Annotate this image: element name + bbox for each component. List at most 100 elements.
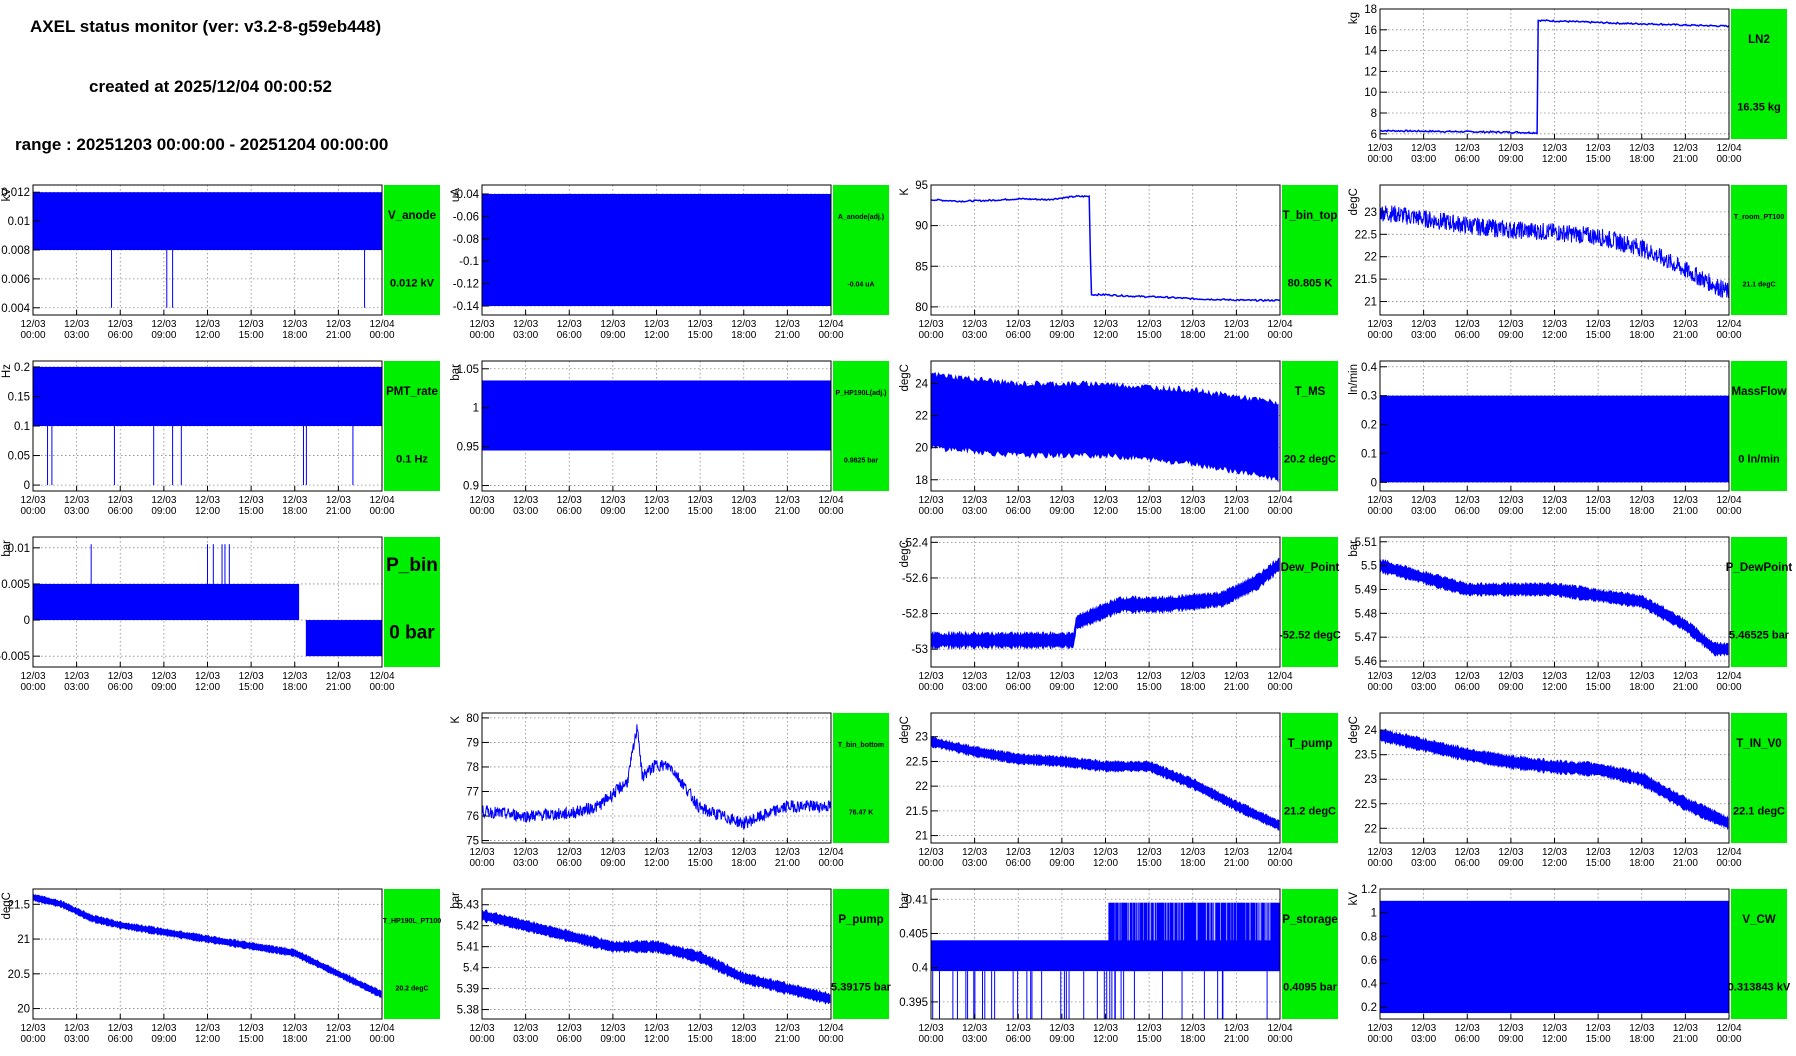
y-axis-label: degC (1348, 188, 1360, 216)
x-tick-label: 21:00 (1673, 682, 1698, 693)
x-tick-label: 12/03 (513, 847, 538, 858)
y-axis-label: degC (1348, 716, 1360, 744)
x-tick-label: 00:00 (369, 682, 394, 693)
x-tick-label: 12/04 (369, 495, 394, 506)
y-axis-label: bar (1348, 540, 1360, 557)
x-tick-label: 12/03 (151, 495, 176, 506)
x-tick-label: 12/03 (688, 847, 713, 858)
chart-svg: 00.10.20.30.4ln/min12/0300:0012/0303:001… (1348, 360, 1787, 517)
y-tick-label: 20.5 (8, 969, 30, 981)
chart-svg: 0.0040.0060.0080.010.012kV12/0300:0012/0… (1, 184, 440, 341)
y-tick-label: 0.2 (14, 362, 30, 374)
x-tick-label: 12/03 (731, 1023, 756, 1034)
x-tick-label: 18:00 (1180, 1034, 1205, 1045)
x-tick-label: 15:00 (1586, 330, 1611, 341)
y-axis-label: bar (899, 892, 911, 909)
y-tick-label: 0.1 (1361, 448, 1377, 460)
x-tick-label: 12/03 (918, 1023, 943, 1034)
status-value: 0.9825 bar (844, 457, 879, 464)
x-tick-label: 12/03 (195, 671, 220, 682)
x-tick-label: 12/03 (1498, 319, 1523, 330)
x-tick-label: 09:00 (1498, 858, 1523, 869)
x-tick-label: 12/04 (818, 319, 843, 330)
x-tick-label: 03:00 (962, 682, 987, 693)
x-tick-label: 00:00 (918, 330, 943, 341)
y-tick-label: 6 (1371, 129, 1377, 141)
x-tick-label: 18:00 (1629, 330, 1654, 341)
x-tick-label: 12/03 (108, 319, 133, 330)
x-tick-label: 03:00 (962, 330, 987, 341)
x-tick-label: 00:00 (1367, 858, 1392, 869)
status-box (1731, 713, 1787, 843)
y-tick-label: 23 (915, 732, 928, 744)
x-tick-label: 09:00 (1049, 858, 1074, 869)
x-tick-label: 12/03 (239, 319, 264, 330)
x-tick-label: 03:00 (64, 1034, 89, 1045)
x-tick-label: 15:00 (239, 1034, 264, 1045)
x-tick-label: 12/03 (688, 1023, 713, 1034)
status-box (1731, 185, 1787, 315)
status-name: PMT_rate (386, 386, 438, 398)
series-group (1380, 900, 1729, 1014)
chart-panel-t_ms: 18 20 22 24 degC 12/03 00:00 12/03 03:00 12/03 06:… (898, 352, 1347, 528)
x-tick-label: 12/03 (469, 495, 494, 506)
status-name: MassFlow (1732, 386, 1787, 398)
x-tick-label: 12/03 (731, 319, 756, 330)
series-group (931, 194, 1280, 302)
x-tick-label: 09:00 (151, 506, 176, 517)
x-tick-label: 12/03 (151, 671, 176, 682)
x-tick-label: 12/03 (1455, 847, 1480, 858)
x-tick-label: 12/03 (1006, 1023, 1031, 1034)
x-tick-label: 12/03 (1498, 671, 1523, 682)
x-tick-label: 12/03 (1006, 495, 1031, 506)
x-tick-label: 12/03 (918, 847, 943, 858)
x-tick-label: 00:00 (469, 1034, 494, 1045)
chart-panel-t_hp190l_pt100: 20 20.5 21 21.5 degC 12/03 00:00 12/03 03:00 12/0… (0, 880, 449, 1056)
x-tick-label: 12/04 (1267, 495, 1292, 506)
x-tick-label: 12/03 (1049, 319, 1074, 330)
x-tick-label: 12/03 (1586, 1023, 1611, 1034)
x-tick-label: 21:00 (1224, 506, 1249, 517)
status-box (384, 361, 440, 491)
y-tick-label: 22 (1364, 252, 1377, 264)
x-tick-label: 12/04 (1716, 143, 1741, 154)
x-tick-label: 12/03 (20, 319, 45, 330)
y-axis-label: ln/min (1348, 364, 1360, 395)
y-tick-label: -0.14 (453, 301, 480, 313)
y-tick-label: -0.04 (453, 189, 480, 201)
y-tick-label: 78 (466, 762, 479, 774)
y-tick-label: 5.47 (1355, 632, 1377, 644)
x-tick-label: 12/03 (469, 319, 494, 330)
x-tick-label: 12/03 (1673, 495, 1698, 506)
y-tick-label: 21 (915, 831, 928, 843)
y-axis-label: bar (450, 892, 462, 909)
status-box (1282, 537, 1338, 667)
x-tick-label: 15:00 (239, 330, 264, 341)
y-tick-label: 14 (1364, 46, 1377, 58)
x-tick-label: 18:00 (282, 330, 307, 341)
x-tick-label: 12/03 (64, 319, 89, 330)
x-tick-label: 12/03 (962, 671, 987, 682)
status-box (384, 537, 440, 667)
x-tick-label: 00:00 (1716, 1034, 1741, 1045)
x-tick-label: 12/03 (1673, 1023, 1698, 1034)
x-tick-label: 03:00 (64, 506, 89, 517)
x-tick-label: 18:00 (1180, 682, 1205, 693)
x-tick-label: 12/03 (1542, 1023, 1567, 1034)
y-tick-label: 90 (915, 221, 928, 233)
x-tick-label: 12/03 (108, 1023, 133, 1034)
x-tick-label: 21:00 (775, 1034, 800, 1045)
status-value: 76.47 K (849, 809, 874, 816)
x-tick-label: 12/03 (1455, 671, 1480, 682)
time-range: range : 20251203 00:00:00 - 20251204 00:… (15, 135, 389, 154)
x-tick-label: 09:00 (1498, 1034, 1523, 1045)
x-tick-label: 12:00 (1093, 858, 1118, 869)
y-tick-label: 5.5 (1361, 561, 1377, 573)
x-tick-label: 03:00 (962, 858, 987, 869)
x-tick-label: 18:00 (1629, 858, 1654, 869)
y-axis-label: kV (1348, 892, 1360, 906)
status-value: -0.04 uA (847, 281, 874, 288)
y-tick-label: 0.95 (457, 442, 479, 454)
x-tick-label: 12/03 (1224, 495, 1249, 506)
x-tick-label: 00:00 (918, 506, 943, 517)
